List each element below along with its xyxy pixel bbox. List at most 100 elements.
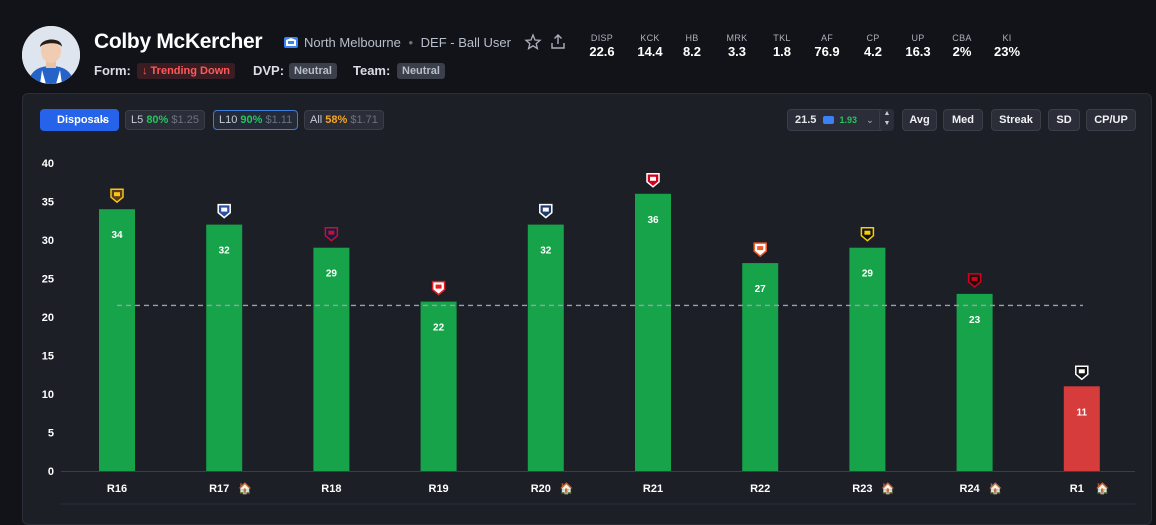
range-l5-button[interactable]: L5 80% $1.25: [125, 110, 205, 130]
hawthorn-logo-icon: [110, 188, 124, 204]
stat-value: 8.2: [682, 44, 702, 59]
home-icon: 🏠: [989, 482, 1003, 495]
bookmaker-icon: [823, 116, 835, 125]
implied-price: $1.11: [265, 114, 293, 126]
y-tick-label: 5: [48, 428, 54, 440]
line-value: 21.5: [795, 114, 817, 126]
stat-label: CP: [866, 33, 880, 43]
x-tick-label: R1: [1070, 483, 1084, 495]
bar-r22: [742, 263, 779, 471]
gws-giants-logo-icon: [753, 242, 767, 258]
range-l10-button[interactable]: L10 90% $1.11: [213, 110, 299, 130]
stepper-up-icon[interactable]: ▲: [883, 110, 891, 117]
star-icon[interactable]: [524, 33, 542, 51]
x-tick-label: R17: [209, 483, 229, 495]
stat-af: AF 76.9: [803, 33, 851, 59]
bar-value-label: 29: [326, 269, 338, 280]
sd-button[interactable]: SD: [1048, 109, 1080, 131]
range-label: All: [310, 114, 323, 126]
y-tick-label: 40: [42, 158, 54, 170]
player-avatar: [22, 26, 80, 84]
y-tick-label: 15: [42, 351, 54, 363]
hit-rate: 90%: [240, 114, 263, 126]
bar-r24: [956, 293, 993, 471]
y-tick-label: 25: [42, 274, 54, 286]
streak-button[interactable]: Streak: [991, 109, 1041, 131]
cp-up-button[interactable]: CP/UP: [1086, 109, 1136, 131]
y-tick-label: 20: [42, 312, 54, 324]
stat-value: 22.6: [589, 44, 615, 59]
stat-select-dropdown[interactable]: Disposals ⌄: [40, 109, 119, 131]
bar-r18: [313, 247, 350, 471]
bar-r17: [206, 224, 243, 471]
avg-button[interactable]: Avg: [902, 109, 937, 131]
implied-price: $1.25: [171, 114, 199, 126]
player-name: Colby McKercher: [94, 30, 263, 53]
bar-r20: [527, 224, 564, 471]
x-tick-label: R23: [852, 483, 872, 495]
port-adelaide-logo-icon: [1075, 365, 1089, 381]
bar-value-label: 36: [647, 215, 659, 226]
y-tick-label: 30: [42, 235, 54, 247]
range-label: L5: [131, 114, 144, 126]
richmond-logo-icon: [860, 226, 875, 242]
share-icon[interactable]: [549, 33, 567, 51]
hit-rate: 80%: [146, 114, 169, 126]
disposals-bar-chart: 0 5 10 15 20 25 30 35 40 34 R16 32 R17 🏠 29 R18 22 R19 32 R…: [42, 158, 1135, 505]
stat-cp: CP 4.2: [849, 33, 897, 59]
stat-value: 76.9: [814, 44, 840, 59]
stat-value: 2%: [952, 44, 972, 59]
x-tick-label: R18: [321, 483, 341, 495]
team-name[interactable]: North Melbourne: [304, 35, 401, 50]
bar-value-label: 22: [433, 323, 445, 334]
stat-hb: HB 8.2: [668, 33, 716, 59]
stat-ki: KI 23%: [983, 33, 1031, 59]
x-tick-label: R19: [429, 483, 449, 495]
stat-disp: DISP 22.6: [578, 33, 626, 59]
stat-label: DISP: [590, 33, 614, 43]
team-label: Team:: [353, 63, 391, 78]
team-position: North Melbourne • DEF - Ball User: [304, 35, 511, 50]
bar-value-label: 11: [1077, 407, 1088, 418]
st-kilda-logo-icon: [646, 173, 660, 188]
bar-r23: [849, 247, 886, 471]
stat-select-label: Disposals: [57, 114, 109, 126]
x-tick-label: R22: [750, 483, 770, 495]
home-icon: 🏠: [560, 482, 574, 495]
line-stepper[interactable]: ▲ ▼: [879, 109, 894, 131]
bar-r1: [1063, 386, 1100, 471]
separator-dot: •: [408, 35, 414, 50]
bar-value-label: 32: [540, 246, 552, 257]
stat-label: AF: [820, 33, 834, 43]
essendon-logo-icon: [967, 273, 982, 288]
stat-value: 14.4: [637, 44, 663, 59]
bar-value-label: 32: [219, 246, 231, 257]
y-tick-label: 0: [48, 466, 54, 478]
form-label: Form:: [94, 63, 131, 78]
stepper-down-icon[interactable]: ▼: [883, 120, 891, 127]
stat-tkl: TKL 1.8: [758, 33, 806, 59]
melbourne-logo-icon: [324, 226, 339, 242]
median-button[interactable]: Med: [943, 109, 983, 131]
team-badge: Neutral: [397, 63, 445, 79]
x-tick-label: R21: [643, 483, 663, 495]
form-trend-badge: ↓ Trending Down: [137, 63, 235, 79]
stat-label: CBA: [952, 33, 972, 43]
stat-mrk: MRK 3.3: [713, 33, 761, 59]
home-icon: 🏠: [238, 482, 252, 495]
x-tick-label: R20: [531, 483, 551, 495]
player-position: DEF - Ball User: [420, 35, 511, 50]
hit-rate: 58%: [325, 114, 348, 126]
stat-value: 3.3: [727, 44, 747, 59]
x-tick-label: R16: [107, 483, 127, 495]
home-icon: 🏠: [881, 482, 895, 495]
stat-label: TKL: [773, 33, 791, 43]
range-all-button[interactable]: All 58% $1.71: [304, 110, 384, 130]
line-odds: 1.93: [839, 115, 858, 125]
sydney-logo-icon: [431, 280, 446, 296]
stat-label: UP: [911, 33, 925, 43]
stat-label: KI: [1002, 33, 1012, 43]
bar-value-label: 34: [111, 230, 123, 241]
bar-r21: [635, 193, 671, 472]
line-input[interactable]: 21.5 1.93 ⌄: [787, 109, 894, 131]
